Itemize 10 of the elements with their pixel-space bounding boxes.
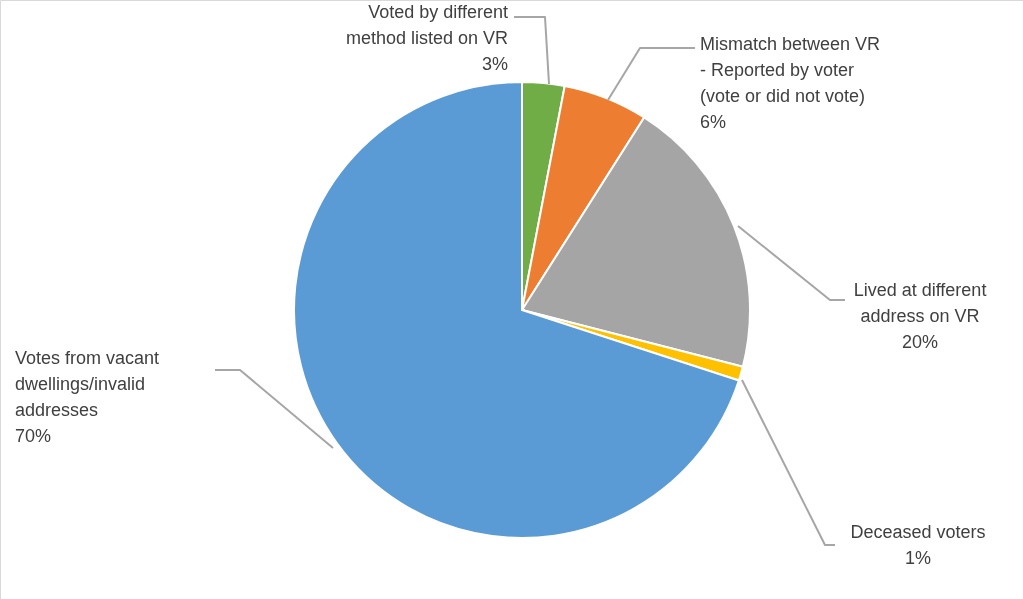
slice-label: Lived at different address on VR — [853, 280, 987, 326]
data-label: 70% — [15, 426, 52, 446]
data-label: 3% — [481, 54, 508, 74]
data-label: 20% — [901, 332, 939, 352]
slice-label: Mismatch between VR - Reported by voter (vote or did not vote) — [700, 34, 881, 106]
slice-label: Votes from vacant dwellings/invalid addresses — [15, 348, 160, 420]
data-label: 6% — [700, 112, 727, 132]
slice-label: Deceased voters — [850, 522, 986, 542]
slice-label: Voted by different method listed on VR — [345, 2, 508, 48]
data-label: 1% — [904, 548, 932, 568]
